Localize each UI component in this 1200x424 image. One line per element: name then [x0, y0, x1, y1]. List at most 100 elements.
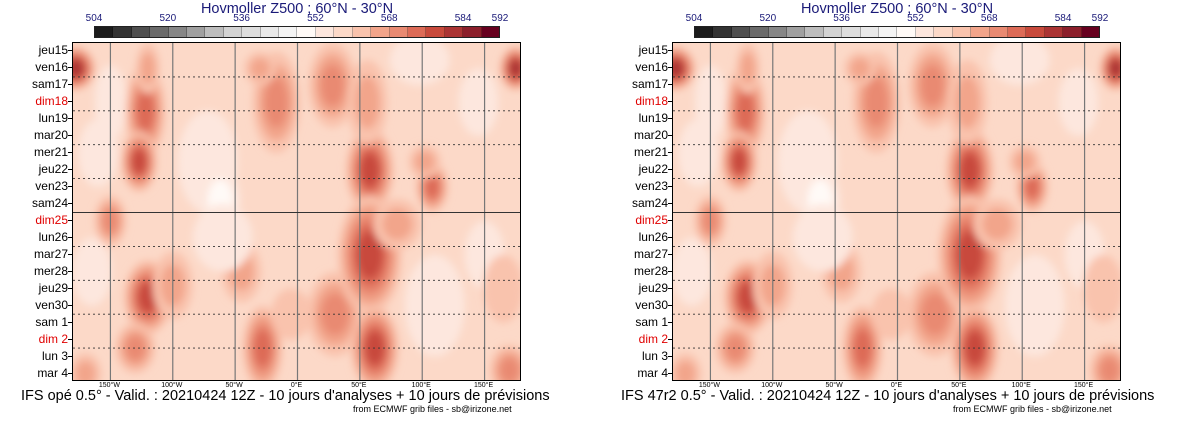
y-tick-mark [68, 355, 72, 357]
y-tick-mark [68, 372, 72, 374]
colorbar-segment [1044, 27, 1064, 37]
contour-blob [871, 288, 912, 340]
y-tick-label: lun19 [638, 111, 668, 126]
x-tick-label: 100°W [161, 382, 183, 389]
contour-blob [360, 153, 380, 188]
y-tick-label: dim 2 [638, 331, 668, 346]
x-tick-label: 50°W [825, 382, 843, 389]
colorbar-segment [768, 27, 788, 37]
y-tick-label: ven16 [35, 60, 68, 75]
y-tick-mark [668, 67, 672, 69]
y-tick-label: ven30 [35, 297, 68, 312]
y-tick-mark [68, 135, 72, 137]
y-tick-label: mar20 [33, 128, 68, 143]
credit-text: from ECMWF grib files - sb@irizone.net [953, 404, 1112, 414]
y-tick-label: lun19 [38, 111, 68, 126]
colorbar-tick-label: 552 [307, 13, 324, 24]
y-tick-mark [68, 338, 72, 340]
colorbar-segment [695, 27, 714, 37]
colorbar-segment [150, 27, 169, 37]
colorbar-segment [934, 27, 953, 37]
contour-blob [850, 57, 871, 80]
contour-blob [1083, 254, 1120, 323]
colorbar-segment [371, 27, 390, 37]
contour-blob [960, 153, 980, 188]
contour-blob [864, 76, 889, 128]
chart-caption: IFS opé 0.5° - Valid. : 20210424 12Z - 1… [21, 388, 550, 404]
y-tick-label: sam17 [31, 77, 68, 92]
y-tick-mark [68, 253, 72, 255]
colorbar-segment [1081, 27, 1099, 37]
x-tick-label: 50°W [225, 382, 243, 389]
contour-blob [75, 360, 96, 380]
y-tick-mark [668, 253, 672, 255]
y-tick-label: lun 3 [41, 348, 68, 363]
y-tick-label: mar27 [633, 246, 668, 261]
y-tick-mark [668, 338, 672, 340]
y-tick-label: ven23 [635, 179, 668, 194]
colorbar-tick-label: 504 [85, 13, 103, 24]
y-tick-mark [668, 270, 672, 272]
contour-blob [499, 357, 520, 380]
y-tick-mark [68, 67, 72, 69]
colorbar-segment [915, 27, 935, 37]
x-tick-label: 150°W [698, 382, 720, 389]
colorbar-tick-label: 504 [685, 13, 703, 24]
colorbar-segment [713, 27, 732, 37]
y-tick-mark [668, 355, 672, 357]
contour-blob [1004, 254, 1065, 357]
colorbar-segment [731, 27, 751, 37]
contour-blob [271, 288, 312, 340]
colorbar-segment [260, 27, 280, 37]
colorbar-segment [879, 27, 898, 37]
colorbar-tick-label: 568 [980, 13, 998, 24]
y-tick-label: lun 3 [641, 348, 668, 363]
x-tick-label: 150°W [98, 382, 120, 389]
y-tick-label: mar27 [33, 246, 68, 261]
contour-blob [677, 119, 718, 188]
y-tick-mark [668, 186, 672, 188]
colorbar-segment [971, 27, 990, 37]
colorbar-tick-label: 584 [1054, 13, 1072, 24]
contour-blob [77, 119, 118, 188]
y-tick-mark [668, 169, 672, 171]
colorbar-segment [131, 27, 151, 37]
contour-blob [738, 282, 758, 313]
colorbar-segment [242, 27, 261, 37]
colorbar-segment [352, 27, 372, 37]
y-tick-label: sam 1 [35, 314, 68, 329]
contour-blob [954, 75, 980, 129]
colorbar-segment [1063, 27, 1082, 37]
y-tick-label: mer28 [633, 263, 668, 278]
colorbar-segment [805, 27, 824, 37]
colorbar-segment [426, 27, 445, 37]
x-tick-label: 50°E [951, 382, 967, 389]
x-tick-label: 100°E [411, 382, 431, 389]
colorbar-tick-label: 568 [380, 13, 398, 24]
contour-blob [389, 43, 450, 86]
contour-blob [673, 237, 712, 306]
colorbar-tick-label: 536 [833, 13, 850, 24]
colorbar-segment [205, 27, 224, 37]
y-tick-label: ven23 [35, 179, 68, 194]
contour-blob [414, 151, 435, 173]
y-tick-label: dim 2 [38, 331, 68, 346]
chart-caption: IFS 47r2 0.5° - Valid. : 20210424 12Z - … [621, 388, 1155, 404]
chart-title: Hovmoller Z500 ; 60°N - 30°N [200, 1, 394, 17]
y-tick-label: dim25 [35, 212, 68, 227]
y-tick-label: sam24 [631, 196, 668, 211]
y-tick-mark [68, 236, 72, 238]
y-tick-label: jeu29 [638, 280, 668, 295]
y-tick-label: sam24 [31, 196, 68, 211]
contour-blob [253, 329, 272, 367]
colorbar-segment [860, 27, 880, 37]
y-tick-label: mer21 [33, 145, 68, 160]
y-tick-mark [68, 50, 72, 52]
y-tick-mark [68, 203, 72, 205]
panel-left: Hovmoller Z500 ; 60°N - 30°N 504 520 536 55… [21, 1, 550, 414]
colorbar-segment [223, 27, 243, 37]
heatmap-svg [673, 43, 1120, 380]
y-tick-label: jeu22 [38, 162, 68, 177]
colorbar-segment [113, 27, 132, 37]
contour-blob [957, 231, 983, 279]
